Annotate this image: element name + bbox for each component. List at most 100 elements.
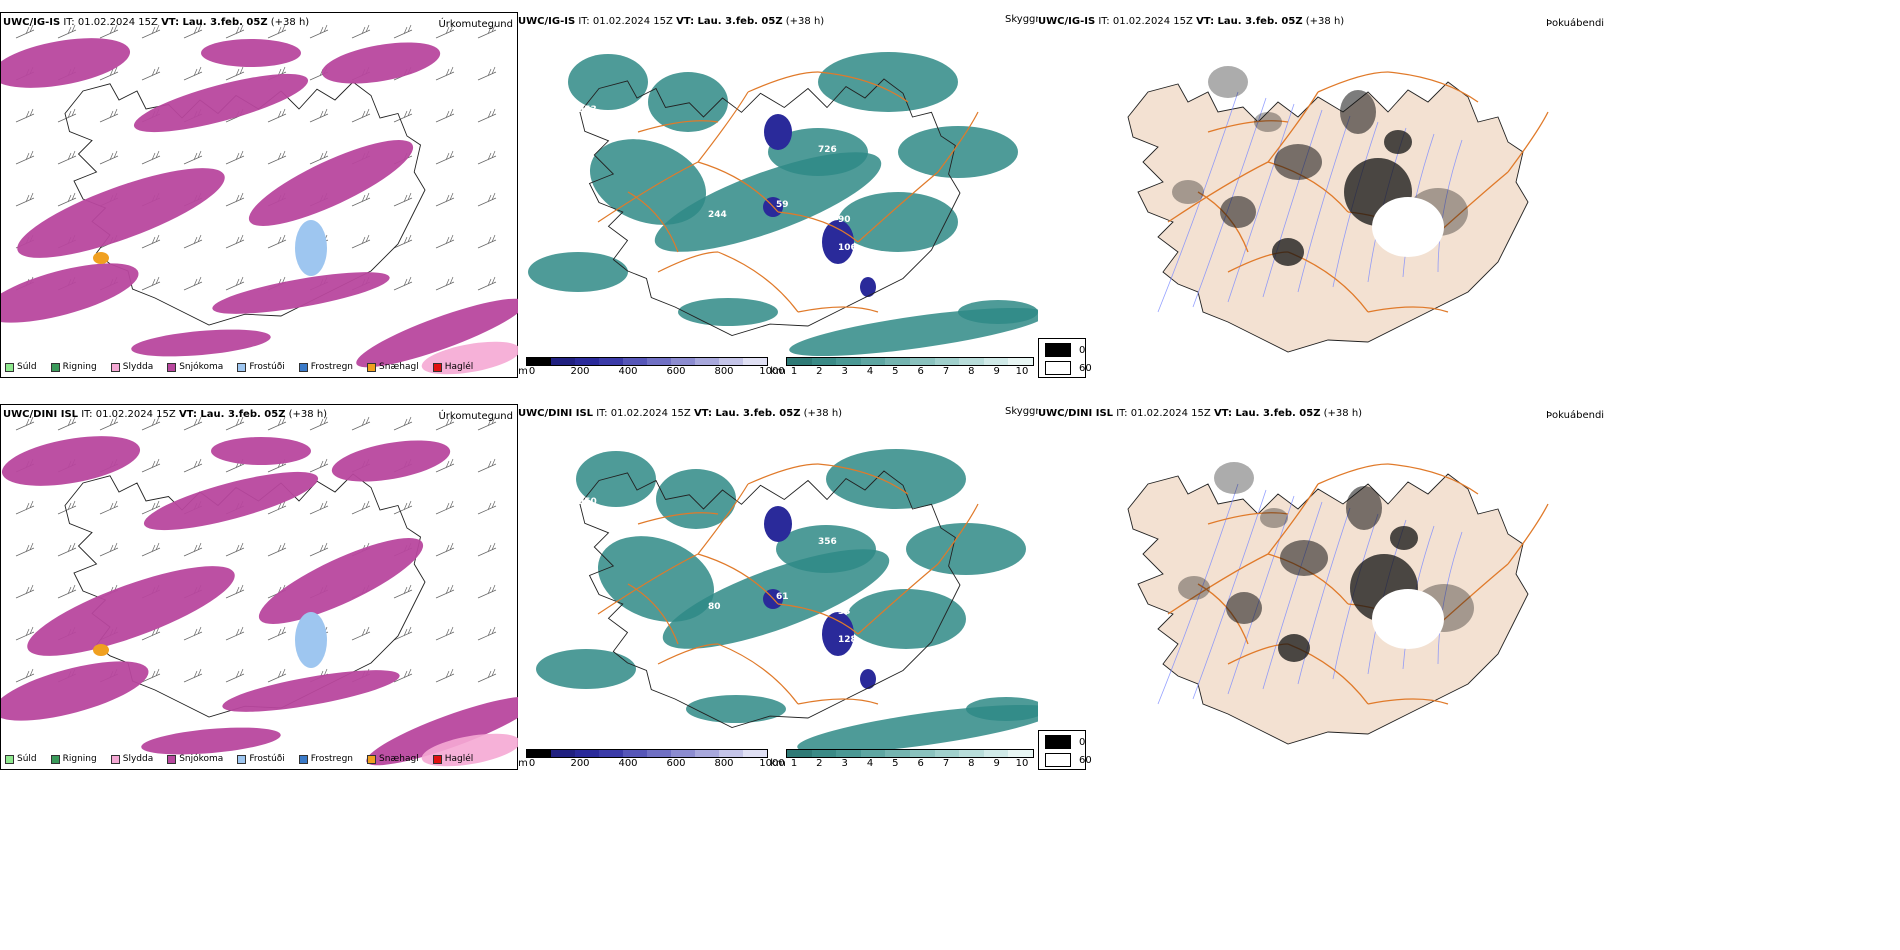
distance-scale-unit: km bbox=[770, 758, 786, 769]
legend-swatch bbox=[237, 362, 247, 372]
init-time: IT: 01.02.2024 15Z bbox=[1116, 408, 1211, 419]
model-name: UWC/DINI ISL bbox=[1038, 408, 1114, 419]
height-scale: m 0 200 400 600 800 1000 bbox=[518, 749, 785, 770]
distance-scale-tick: 9 bbox=[993, 758, 1000, 769]
lead-time: (+38 h) bbox=[1305, 16, 1345, 27]
distance-scale-tick: 7 bbox=[942, 366, 950, 377]
precip-type-map bbox=[1, 24, 519, 375]
height-scale-tick: 400 bbox=[618, 758, 638, 769]
map-value-label: 80 bbox=[708, 602, 721, 612]
visibility-panel: 953 941 620 585 726 59 90 106 244 236 UWC/IG-IS I… bbox=[518, 12, 1045, 378]
legend-swatch bbox=[110, 362, 120, 372]
legend-label: Haglél bbox=[444, 362, 474, 372]
init-time: IT: 01.02.2024 15Z bbox=[578, 16, 673, 27]
legend-swatch bbox=[167, 362, 177, 372]
map-value-label: 559 bbox=[788, 472, 807, 482]
distance-scale-tick: 10 bbox=[1015, 758, 1029, 769]
map-value-label: 282 bbox=[763, 497, 782, 507]
panel-title: UWC/IG-IS IT: 01.02.2024 15Z VT: Lau. 3.… bbox=[3, 17, 309, 28]
lead-time: (+38 h) bbox=[270, 17, 310, 28]
fog-legend-swatch-white bbox=[1045, 361, 1071, 375]
init-time: IT: 01.02.2024 15Z bbox=[81, 409, 176, 420]
map-value-label: 953 bbox=[578, 105, 597, 115]
fog-panel: UWC/IG-IS IT: 01.02.2024 15Z VT: Lau. 3.… bbox=[1038, 12, 1900, 378]
panel-title: UWC/IG-IS IT: 01.02.2024 15Z VT: Lau. 3.… bbox=[518, 16, 824, 27]
map-value-label: 59 bbox=[776, 200, 789, 210]
distance-scale-bar bbox=[786, 749, 1034, 758]
distance-scale-bar bbox=[786, 357, 1034, 366]
legend-item: Slydda bbox=[110, 362, 154, 372]
precip-type-legend: Súld Rigning Slydda Snjókoma Frostúði Frostre… bbox=[5, 754, 473, 764]
height-scale-tick: 800 bbox=[714, 758, 734, 769]
fog-legend-row: 0 bbox=[1045, 735, 1085, 749]
model-name: UWC/DINI ISL bbox=[518, 408, 594, 419]
legend-item: Rigning bbox=[50, 754, 97, 764]
fog-legend: 0 60 bbox=[1038, 338, 1092, 378]
legend-swatch bbox=[50, 754, 60, 764]
visibility-corner-label: Skyggni bbox=[1005, 14, 1045, 25]
height-scale-tick: 400 bbox=[618, 366, 638, 377]
fog-map bbox=[1127, 66, 1549, 353]
legend-item: Haglél bbox=[432, 754, 473, 764]
height-scale-unit: m bbox=[518, 758, 528, 769]
legend-swatch bbox=[367, 362, 377, 372]
legend-label: Frostúði bbox=[249, 362, 285, 372]
valid-time-label: VT: Lau. 3.feb. 05Z bbox=[676, 16, 783, 27]
panel-title: UWC/IG-IS IT: 01.02.2024 15Z VT: Lau. 3.… bbox=[1038, 16, 1344, 27]
model-name: UWC/IG-IS bbox=[1038, 16, 1096, 27]
precip-type-panel: UWC/IG-IS IT: 01.02.2024 15Z VT: Lau. 3.… bbox=[0, 12, 519, 378]
legend-label: Snjókoma bbox=[179, 362, 224, 372]
legend-item: Haglél bbox=[432, 362, 474, 372]
legend-item: Frostregn bbox=[298, 362, 353, 372]
legend-item: Frostregn bbox=[298, 754, 354, 764]
distance-scale-tick: 6 bbox=[917, 758, 924, 769]
height-scale-tick: 1000 bbox=[759, 366, 785, 377]
height-scale-unit: m bbox=[518, 366, 528, 377]
map-value-label: 356 bbox=[818, 537, 837, 547]
fog-legend-swatch-black bbox=[1045, 343, 1071, 357]
model-name: UWC/DINI ISL bbox=[3, 409, 79, 420]
distance-scale-tick: 5 bbox=[892, 758, 899, 769]
map-value-label: 950 bbox=[578, 497, 597, 507]
lead-time: (+38 h) bbox=[288, 409, 328, 420]
map-value-label: 90 bbox=[838, 215, 851, 225]
panel-title: UWC/DINI ISL IT: 01.02.2024 15Z VT: Lau.… bbox=[518, 408, 842, 419]
distance-scale: km 1 2 3 4 5 6 7 8 9 10 bbox=[770, 357, 1034, 378]
height-scale-tick: 800 bbox=[714, 366, 734, 377]
fog-legend-swatch-white bbox=[1045, 753, 1071, 767]
map-value-label: 903 bbox=[538, 492, 557, 502]
height-scale-tick: 600 bbox=[666, 366, 686, 377]
legend-label: Frostregn bbox=[310, 754, 354, 764]
visibility-corner-label: Skyggni bbox=[1005, 406, 1045, 417]
panel-title: UWC/DINI ISL IT: 01.02.2024 15Z VT: Lau.… bbox=[1038, 408, 1362, 419]
height-scale-tick: 200 bbox=[570, 758, 590, 769]
legend-swatch bbox=[110, 754, 120, 764]
distance-scale-tick: 8 bbox=[968, 758, 975, 769]
distance-scale-tick: 10 bbox=[1015, 366, 1029, 377]
fog-corner-label: Þokuábendi bbox=[1546, 18, 1605, 29]
valid-time-label: VT: Lau. 3.feb. 05Z bbox=[178, 409, 286, 420]
legend-swatch bbox=[432, 362, 442, 372]
distance-scale-ticks: km 1 2 3 4 5 6 7 8 9 10 bbox=[770, 758, 1034, 770]
distance-scale-unit: km bbox=[770, 366, 786, 377]
legend-item: Frostúði bbox=[237, 754, 285, 764]
legend-item: Slydda bbox=[110, 754, 153, 764]
fog-legend: 0 60 bbox=[1038, 730, 1092, 770]
legend-label: Snæhagl bbox=[379, 754, 419, 764]
precip-type-corner-label: Úrkomutegund bbox=[438, 411, 513, 422]
distance-scale-tick: 5 bbox=[892, 366, 899, 377]
height-scale-tick: 0 bbox=[528, 758, 536, 769]
fog-map bbox=[1127, 462, 1549, 745]
distance-scale-tick: 4 bbox=[866, 366, 874, 377]
legend-swatch bbox=[367, 754, 377, 764]
legend-item: Snjókoma bbox=[167, 362, 223, 372]
legend-label: Slydda bbox=[122, 362, 154, 372]
visibility-panel: 950 903 215 559 356 61 33 128 80 282 UWC/DINI ISL… bbox=[518, 404, 1045, 770]
height-scale-tick: 1000 bbox=[759, 758, 785, 769]
legend-item: Rigning bbox=[50, 362, 97, 372]
map-value-label: 941 bbox=[538, 100, 557, 110]
distance-scale-tick: 4 bbox=[866, 758, 874, 769]
distance-scale-tick: 3 bbox=[841, 366, 848, 377]
init-time: IT: 01.02.2024 15Z bbox=[63, 17, 158, 28]
distance-scale-tick: 7 bbox=[942, 758, 950, 769]
